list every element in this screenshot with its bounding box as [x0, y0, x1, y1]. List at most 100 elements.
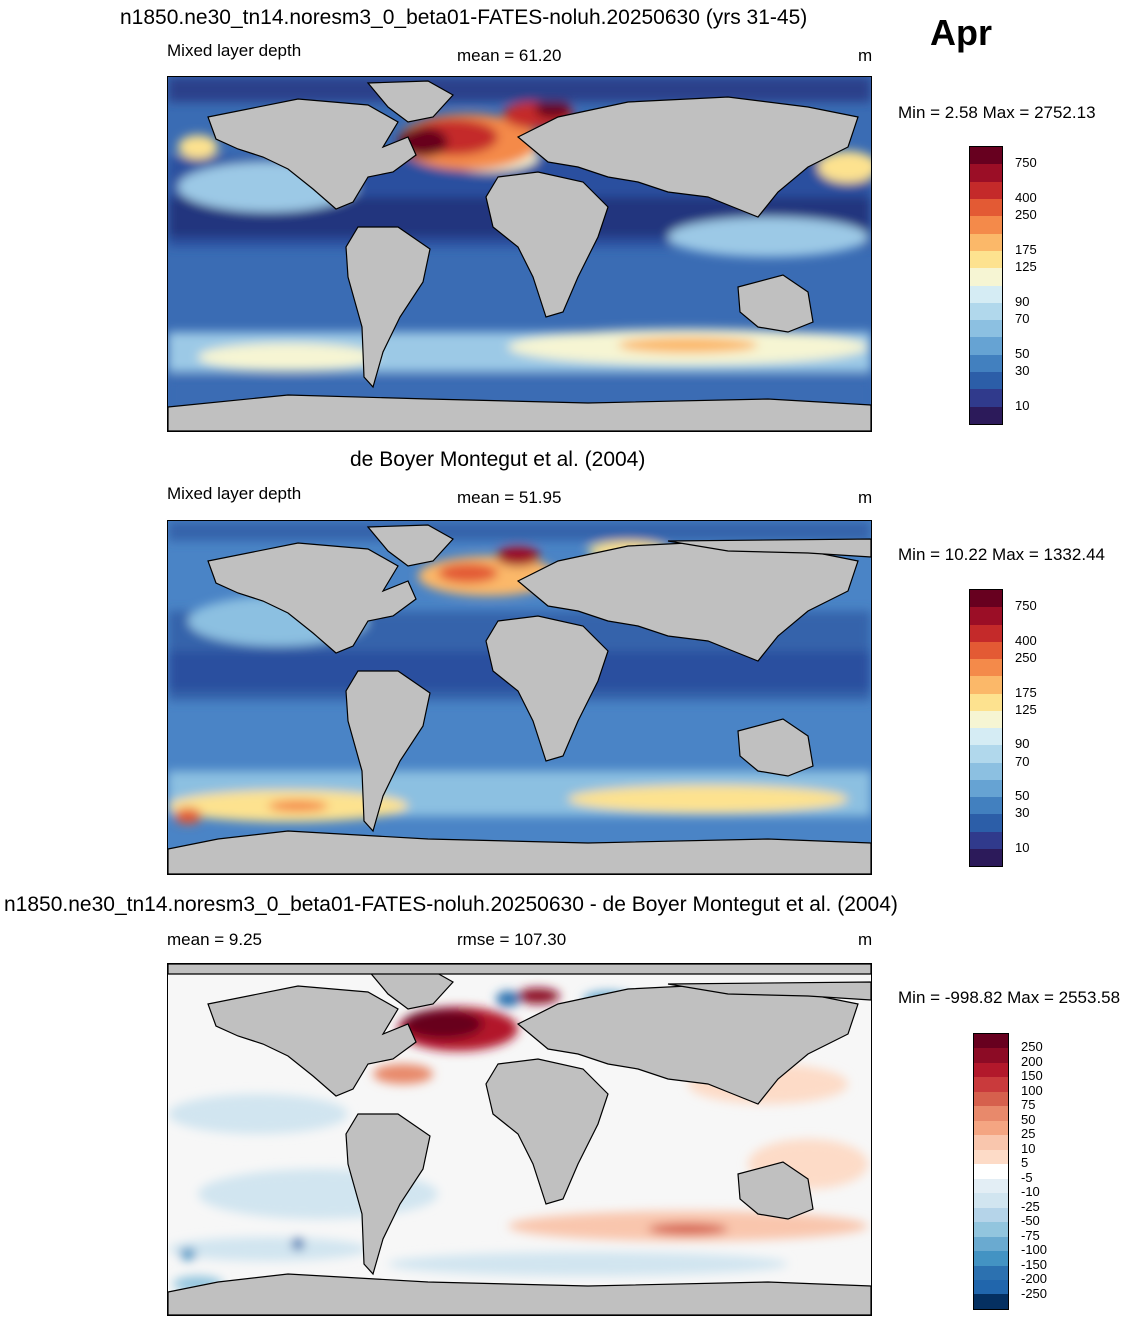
- colorbar-tick-label: 400: [1015, 632, 1037, 648]
- panel3-minmax: Min = -998.82 Max = 2553.58: [898, 988, 1121, 1007]
- colorbar-swatch: [970, 164, 1002, 182]
- colorbar-swatch: [974, 1106, 1008, 1121]
- colorbar-tick-label: 750: [1015, 598, 1037, 614]
- colorbar-swatch: [970, 147, 1002, 165]
- panel2-mean: mean = 51.95: [457, 488, 562, 507]
- colorbar-swatch: [974, 1279, 1008, 1295]
- colorbar-swatch: [970, 728, 1002, 746]
- panel1-map: [167, 76, 872, 432]
- colorbar-swatch: [970, 797, 1002, 815]
- colorbar-tick-label: 5: [1021, 1155, 1029, 1171]
- colorbar-swatch: [970, 641, 1002, 659]
- colorbar-tick-label: 125: [1015, 259, 1037, 275]
- colorbar-tick-label: 250: [1015, 650, 1037, 665]
- colorbar-tick-label: 90: [1015, 293, 1030, 309]
- colorbar-swatch: [970, 624, 1002, 642]
- colorbar-swatch: [974, 1251, 1008, 1266]
- colorbar-swatch: [970, 250, 1002, 269]
- panel2-colorbar-swatches: [969, 589, 1003, 867]
- colorbar-swatch: [970, 607, 1002, 625]
- colorbar-tick-label: 75: [1021, 1097, 1036, 1113]
- panel2-variable: Mixed layer depth: [167, 484, 302, 503]
- colorbar-swatch: [974, 1294, 1008, 1309]
- colorbar-swatch: [970, 676, 1002, 694]
- colorbar-swatch: [970, 354, 1002, 373]
- colorbar-swatch: [974, 1207, 1008, 1223]
- panel3-mean: mean = 9.25: [167, 930, 262, 949]
- colorbar-swatch: [974, 1034, 1008, 1049]
- colorbar-swatch: [970, 762, 1002, 780]
- panel3-heading: n1850.ne30_tn14.noresm3_0_beta01-FATES-n…: [4, 893, 898, 916]
- colorbar-tick-label: 400: [1015, 189, 1037, 205]
- panel3-colorbar-swatches: [973, 1033, 1009, 1310]
- colorbar-swatch: [970, 268, 1002, 286]
- colorbar-swatch: [970, 406, 1002, 424]
- colorbar-swatch: [970, 337, 1002, 355]
- colorbar-tick-label: 175: [1015, 241, 1037, 257]
- colorbar-tick-label: -25: [1021, 1198, 1040, 1214]
- panel3-rmse: rmse = 107.30: [457, 930, 567, 949]
- panel3-map: [167, 963, 872, 1316]
- colorbar-swatch: [970, 848, 1002, 866]
- colorbar-tick-label: 250: [1015, 207, 1037, 223]
- colorbar-swatch: [970, 831, 1002, 849]
- colorbar-tick-label: 10: [1015, 839, 1030, 855]
- colorbar-swatch: [974, 1149, 1008, 1165]
- colorbar-tick-label: 25: [1021, 1126, 1036, 1142]
- colorbar-tick-label: -50: [1021, 1213, 1040, 1229]
- colorbar-tick-label: -250: [1021, 1285, 1048, 1301]
- colorbar-tick-label: 150: [1021, 1068, 1043, 1084]
- colorbar-swatch: [974, 1077, 1008, 1092]
- colorbar-tick-label: -150: [1021, 1256, 1048, 1272]
- colorbar-tick-label: 70: [1015, 311, 1030, 327]
- colorbar-swatch: [970, 710, 1002, 728]
- colorbar-tick-label: 125: [1015, 701, 1037, 717]
- colorbar-tick-label: -200: [1021, 1271, 1048, 1287]
- colorbar-tick-label: 250: [1021, 1039, 1043, 1055]
- colorbar-swatch: [970, 216, 1002, 234]
- colorbar-swatch: [970, 693, 1002, 711]
- colorbar-tick-label: 10: [1021, 1140, 1036, 1156]
- colorbar-swatch: [974, 1178, 1008, 1194]
- colorbar-tick-label: 175: [1015, 684, 1037, 700]
- panel1-variable: Mixed layer depth: [167, 41, 302, 60]
- colorbar-swatch: [974, 1164, 1008, 1179]
- colorbar-tick-label: 750: [1015, 155, 1037, 171]
- panel3-unit: m: [858, 930, 873, 949]
- colorbar-swatch: [974, 1062, 1008, 1078]
- colorbar-tick-label: -100: [1021, 1242, 1048, 1258]
- panel2-map: [167, 520, 872, 875]
- colorbar-swatch: [970, 233, 1002, 251]
- colorbar-tick-label: 30: [1015, 363, 1030, 379]
- colorbar-swatch: [974, 1193, 1008, 1208]
- colorbar-swatch: [970, 745, 1002, 763]
- colorbar-tick-label: 50: [1021, 1111, 1036, 1127]
- colorbar-swatch: [974, 1135, 1008, 1150]
- panel1-minmax: Min = 2.58 Max = 2752.13: [898, 103, 1096, 122]
- colorbar-tick-label: 50: [1015, 345, 1030, 361]
- month-label: Apr: [930, 12, 992, 53]
- colorbar-swatch: [974, 1091, 1008, 1107]
- colorbar-swatch: [974, 1236, 1008, 1252]
- colorbar-swatch: [974, 1265, 1008, 1280]
- colorbar-swatch: [970, 814, 1002, 832]
- colorbar-tick-label: 30: [1015, 805, 1030, 821]
- colorbar-swatch: [970, 372, 1002, 390]
- panel2-minmax: Min = 10.22 Max = 1332.44: [898, 545, 1105, 564]
- colorbar-tick-label: 100: [1021, 1082, 1043, 1098]
- colorbar-swatch: [970, 181, 1002, 199]
- panel2-heading: de Boyer Montegut et al. (2004): [350, 448, 646, 471]
- colorbar-swatch: [970, 320, 1002, 338]
- colorbar-swatch: [970, 779, 1002, 797]
- colorbar-swatch: [970, 659, 1002, 677]
- colorbar-tick-label: 90: [1015, 736, 1030, 752]
- colorbar-swatch: [970, 590, 1002, 608]
- colorbar-swatch: [974, 1222, 1008, 1237]
- colorbar-swatch: [974, 1120, 1008, 1136]
- panel1-mean: mean = 61.20: [457, 46, 562, 65]
- colorbar-swatch: [974, 1048, 1008, 1063]
- colorbar-tick-label: 50: [1015, 788, 1030, 803]
- colorbar-swatch: [970, 389, 1002, 407]
- colorbar-swatch: [970, 302, 1002, 321]
- colorbar-tick-label: 10: [1015, 397, 1030, 413]
